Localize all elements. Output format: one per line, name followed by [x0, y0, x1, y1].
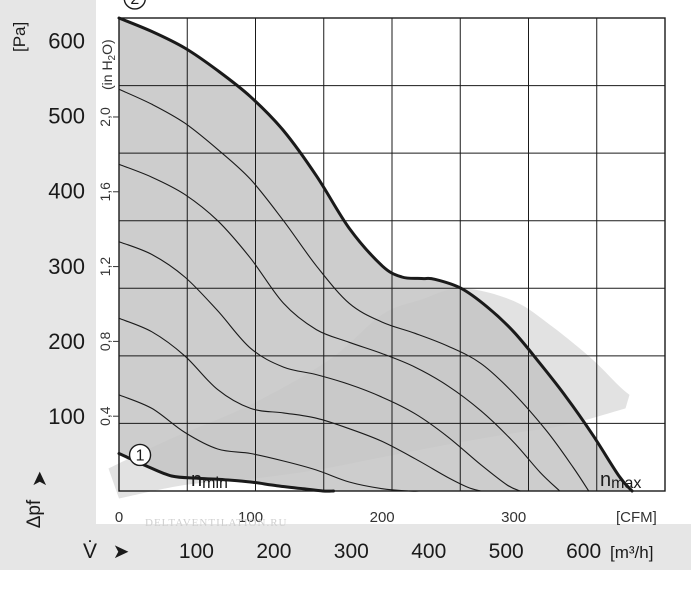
x-cfm-tick-label: 300	[501, 509, 526, 526]
characteristic-curve	[118, 88, 590, 492]
x-axis-arrow: ➤	[113, 541, 130, 563]
characteristic-curve	[118, 394, 420, 492]
m3h-tick-labels: 100 200 300 400 500 600	[179, 540, 601, 563]
y-tick-labels: 100 200 300 400 500 600	[48, 29, 85, 429]
x-cfm-tick-label: 0	[115, 509, 123, 526]
x-cfm-tick-label: 100	[238, 509, 263, 526]
x-cfm-tick-label: 200	[370, 509, 395, 526]
curve-marker-circle	[123, 0, 146, 10]
curve-marker-text: 2	[130, 0, 139, 8]
x-m3h-tick-label: 500	[489, 540, 524, 563]
y-tick-label: 600	[48, 29, 85, 54]
secondary-y-tick-labels: 0,4 0,8 1,2 1,6 2,0	[97, 107, 119, 426]
x-m3h-tick-label: 400	[411, 540, 446, 563]
boundary-curve	[117, 452, 335, 493]
secondary-y-tick-label: 0,4	[97, 406, 113, 426]
bottom-axis-panel	[0, 524, 691, 570]
secondary-y-tick-label: 1,6	[97, 182, 113, 202]
y-axis-arrow-glyph: ➤	[29, 471, 51, 488]
left-axis-panel	[0, 0, 96, 544]
y-axis-symbol: Δpf	[24, 499, 45, 528]
n-min-main: n	[191, 469, 202, 491]
curves	[117, 16, 634, 493]
x-axis-symbol: V̇	[83, 540, 97, 563]
y-tick-label: 200	[48, 329, 85, 354]
characteristic-curve	[118, 317, 482, 492]
secondary-y-unit-subscript: 2	[107, 54, 118, 60]
x-m3h-tick-label: 300	[334, 540, 369, 563]
n-max-label: nmax	[600, 469, 641, 492]
markers: 21	[123, 0, 152, 467]
y-tick-label: 100	[48, 404, 85, 429]
y-unit-label: [Pa]	[10, 22, 29, 52]
n-min-sub: min	[202, 475, 228, 492]
y-tick-label: 300	[48, 254, 85, 279]
secondary-y-tick-label: 0,8	[97, 331, 113, 351]
secondary-y-unit-prefix: (in H	[99, 60, 115, 90]
y-axis-arrow: ➤	[29, 471, 51, 488]
curve-marker-circle	[128, 443, 152, 467]
plot-frame	[118, 17, 666, 492]
secondary-y-tick-label: 1,2	[97, 257, 113, 277]
grid	[119, 18, 665, 491]
secondary-y-tick-label: 2,0	[97, 107, 113, 127]
operating-area	[119, 18, 633, 492]
characteristic-curve	[118, 163, 561, 492]
secondary-y-unit-label: (in H2O)	[99, 39, 118, 90]
n-max-main: n	[600, 469, 611, 491]
x-m3h-unit-label: [m³/h]	[610, 543, 653, 562]
y-axis-symbol-text: Δpf	[24, 499, 45, 528]
y-tick-label: 400	[48, 179, 85, 204]
secondary-y-unit-suffix: O)	[99, 39, 115, 55]
n-max-sub: max	[611, 475, 641, 492]
y-tick-label: 500	[48, 104, 85, 129]
boundary-curve	[117, 16, 634, 493]
curve-marker-text: 1	[136, 447, 145, 464]
x-cfm-unit-label: [CFM]	[616, 509, 657, 526]
cfm-tick-labels: 0 100 200 300	[115, 509, 526, 526]
x-m3h-tick-label: 600	[566, 540, 601, 563]
x-m3h-tick-label: 100	[179, 540, 214, 563]
watermark: DELTAVENTILATION.RU	[145, 517, 287, 529]
x-m3h-tick-label: 200	[256, 540, 291, 563]
n-min-label: nmin	[191, 469, 228, 492]
characteristic-curve	[118, 241, 521, 492]
